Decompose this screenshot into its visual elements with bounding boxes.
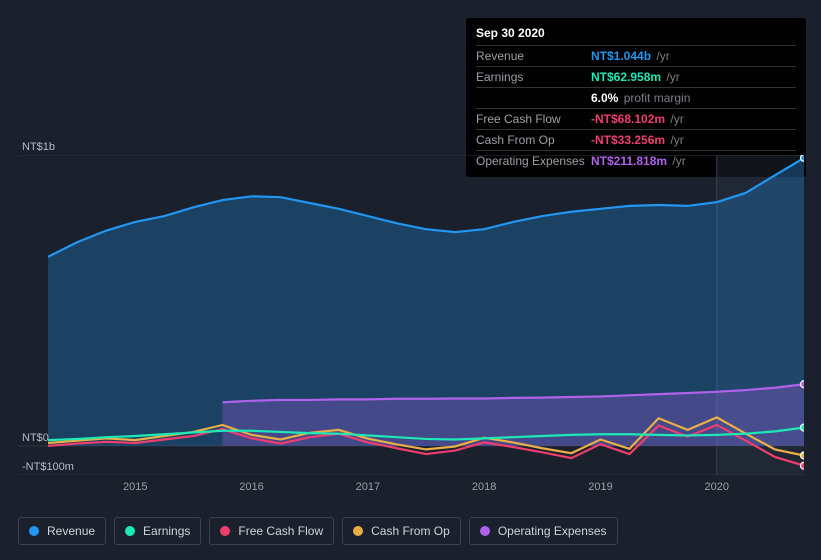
chart-area[interactable]: NT$1bNT$0-NT$100m 2015201620172018201920… xyxy=(18,155,804,475)
y-axis-label: NT$0 xyxy=(22,432,49,444)
legend-swatch xyxy=(220,526,230,536)
x-axis-label: 2019 xyxy=(588,481,612,493)
x-axis-label: 2016 xyxy=(239,481,263,493)
tooltip-row: Free Cash Flow-NT$68.102m /yr xyxy=(476,108,796,129)
x-axis-label: 2015 xyxy=(123,481,147,493)
legend-swatch xyxy=(480,526,490,536)
chart-svg xyxy=(18,155,804,475)
tooltip-date: Sep 30 2020 xyxy=(476,24,796,42)
legend-item-revenue[interactable]: Revenue xyxy=(18,517,106,545)
y-axis-label: -NT$100m xyxy=(22,461,74,473)
legend-swatch xyxy=(353,526,363,536)
legend-item-earnings[interactable]: Earnings xyxy=(114,517,201,545)
legend-item-operating-expenses[interactable]: Operating Expenses xyxy=(469,517,618,545)
tooltip-panel: Sep 30 2020 RevenueNT$1.044b /yrEarnings… xyxy=(466,18,806,177)
legend-label: Earnings xyxy=(143,524,190,538)
tooltip-row: EarningsNT$62.958m /yr xyxy=(476,66,796,87)
tooltip-row: 6.0% profit margin xyxy=(476,87,796,108)
x-axis-label: 2017 xyxy=(356,481,380,493)
legend-label: Free Cash Flow xyxy=(238,524,323,538)
legend-item-free-cash-flow[interactable]: Free Cash Flow xyxy=(209,517,334,545)
x-axis-label: 2020 xyxy=(705,481,729,493)
tooltip-row: RevenueNT$1.044b /yr xyxy=(476,45,796,66)
legend-swatch xyxy=(29,526,39,536)
legend-swatch xyxy=(125,526,135,536)
legend-label: Cash From Op xyxy=(371,524,450,538)
legend-item-cash-from-op[interactable]: Cash From Op xyxy=(342,517,461,545)
legend-label: Operating Expenses xyxy=(498,524,607,538)
y-axis-label: NT$1b xyxy=(22,141,55,153)
chart-container: Sep 30 2020 RevenueNT$1.044b /yrEarnings… xyxy=(0,0,821,560)
legend: Revenue Earnings Free Cash Flow Cash From O… xyxy=(18,517,618,545)
x-axis-label: 2018 xyxy=(472,481,496,493)
legend-label: Revenue xyxy=(47,524,95,538)
tooltip-row: Cash From Op-NT$33.256m /yr xyxy=(476,129,796,150)
